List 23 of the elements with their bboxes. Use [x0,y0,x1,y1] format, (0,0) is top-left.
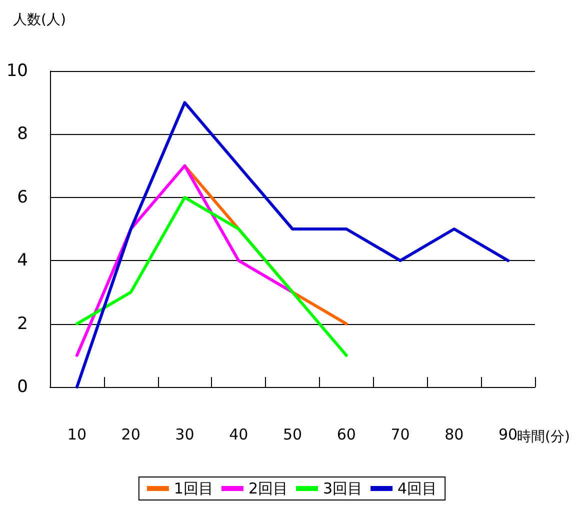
y-tick-label: 8 [17,124,28,144]
y-tick-label: 6 [17,187,28,208]
line-series [75,101,510,388]
line-series [75,196,348,357]
legend-label: 1回目 [174,480,214,498]
y-tick-label: 0 [17,377,28,397]
legend-label: 2回目 [248,480,288,498]
x-tick-label: 70 [390,426,410,444]
legend-label: 3回目 [323,480,363,498]
x-tick-label: 50 [282,426,302,444]
x-tick-label: 40 [229,426,248,444]
x-axis-title: 時間(分) [517,429,570,445]
y-tick-label: 4 [17,250,28,271]
legend-label: 4回目 [398,480,438,498]
x-tick-label: 80 [444,426,464,444]
y-tick-label: 2 [17,314,28,334]
y-axis-title: 人数(人) [13,12,66,28]
x-tick-label: 10 [67,426,86,444]
x-tick-label: 30 [175,426,194,444]
y-tick-label: 10 [6,61,28,81]
x-tick-label: 90 [498,426,518,444]
x-tick-label: 60 [336,426,356,444]
x-tick-label: 20 [121,426,140,444]
